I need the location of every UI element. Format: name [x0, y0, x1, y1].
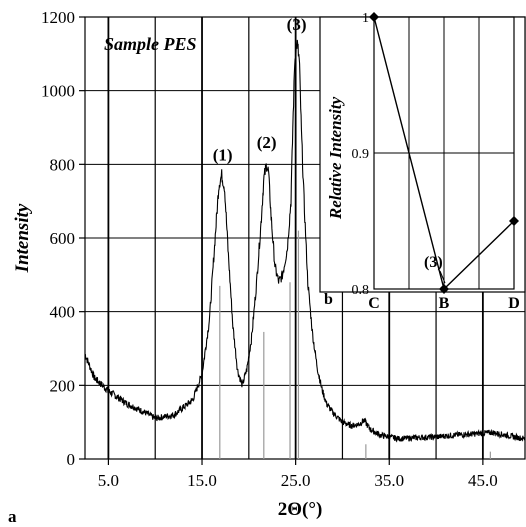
inset-y-tick-label: 1 [362, 11, 369, 26]
inset-category-label: D [508, 295, 520, 312]
peak-annotation: (2) [257, 133, 277, 152]
main-x-tick-labels: 5.0 15.0 25.0 35.0 45.0 [98, 459, 498, 490]
main-y-tick-label: 600 [50, 229, 76, 248]
panel-label-a: a [8, 507, 17, 526]
main-chart-title: Sample PES [104, 34, 197, 54]
intensity-curve [84, 39, 526, 443]
main-y-tick-label: 0 [67, 450, 76, 469]
inset-y-tick-label: 0.9 [352, 147, 370, 162]
x-axis-label: 2Θ(°) [278, 499, 323, 520]
panel-label-b: b [324, 291, 333, 308]
reference-sticks [219, 230, 491, 459]
inset-marker [439, 284, 449, 294]
inset-markers [369, 12, 519, 294]
inset-marker [369, 12, 379, 22]
main-x-tick-label: 35.0 [374, 471, 404, 490]
main-y-tick-label: 1200 [41, 8, 75, 27]
inset-y-tick-labels: 0.8 0.9 1 [352, 11, 370, 298]
main-y-tick-label: 400 [50, 303, 76, 322]
inset-series-label: (3) [424, 254, 443, 271]
inset-chart-panel: 0.8 0.9 1 C B D Relative Intensity b (3) [319, 11, 526, 312]
inset-series-label-leader [439, 270, 446, 284]
inset-category-label: C [368, 295, 380, 312]
main-y-tick-label: 1000 [41, 82, 75, 101]
inset-y-tick-label: 0.8 [352, 283, 370, 298]
inset-category-label: B [439, 295, 450, 312]
inset-marker [509, 216, 519, 226]
inset-y-axis-label: Relative Intensity [326, 96, 345, 220]
main-y-tick-labels: 0 200 400 600 800 1000 1200 [41, 8, 85, 469]
peak-annotation: (1) [213, 146, 233, 165]
main-x-tick-label: 5.0 [98, 471, 119, 490]
peak-annotation: (3) [287, 15, 307, 34]
peak-annotations: (1) (2) (3) [213, 15, 307, 165]
main-x-tick-label: 45.0 [468, 471, 498, 490]
y-axis-label: Intensity [12, 203, 33, 273]
main-y-tick-label: 200 [50, 376, 76, 395]
main-x-tick-label: 15.0 [187, 471, 217, 490]
main-x-tick-label: 25.0 [281, 471, 311, 490]
main-y-tick-label: 800 [50, 155, 76, 174]
